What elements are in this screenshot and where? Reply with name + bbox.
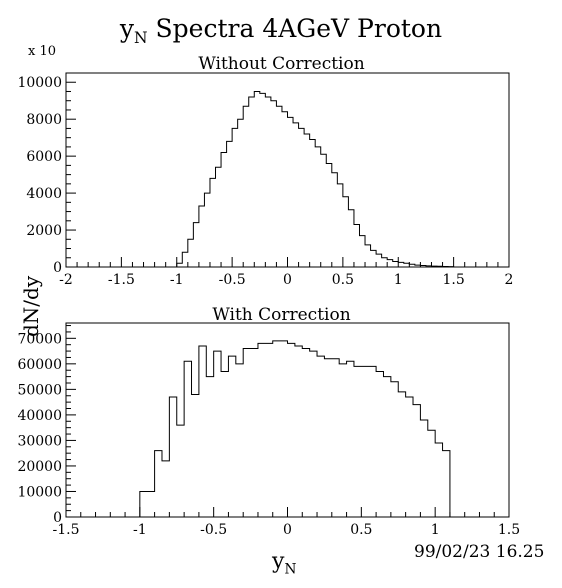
plot-frame xyxy=(65,322,510,518)
y-multiplier-label: x 10 xyxy=(28,44,56,59)
panel-title: Without Correction xyxy=(198,54,364,74)
y-tick-label: 8000 xyxy=(26,112,62,128)
panel-title: With Correction xyxy=(212,305,350,325)
x-tick-label: 0 xyxy=(283,272,292,288)
histogram-series xyxy=(139,340,451,517)
y-tick-label: 70000 xyxy=(17,331,62,347)
figure-title: yN Spectra 4AGeV Proton xyxy=(119,14,443,47)
y-tick-label: 40000 xyxy=(17,408,62,424)
y-tick-label: 0 xyxy=(53,260,62,276)
x-tick-label: 1.5 xyxy=(498,522,520,538)
y-tick-label: 50000 xyxy=(17,382,62,398)
x-tick-label: -2 xyxy=(59,272,73,288)
x-tick-label: -1.5 xyxy=(53,522,80,538)
x-tick-label: 1.5 xyxy=(442,272,464,288)
plot-frame xyxy=(65,72,510,268)
x-tick-label: -0.5 xyxy=(200,522,227,538)
x-tick-label: -0.5 xyxy=(219,272,246,288)
histogram-series xyxy=(176,90,455,268)
x-tick-label: -1 xyxy=(170,272,184,288)
x-axis-label: yN xyxy=(272,549,297,578)
x-tick-label: 0 xyxy=(283,522,292,538)
x-tick-label: 0.5 xyxy=(350,522,372,538)
x-tick-label: -1 xyxy=(133,522,147,538)
x-tick-label: 1 xyxy=(394,272,403,288)
y-tick-label: 0 xyxy=(53,510,62,526)
y-tick-label: 60000 xyxy=(17,357,62,373)
y-tick-label: 2000 xyxy=(26,223,62,239)
y-tick-label: 6000 xyxy=(26,149,62,165)
y-tick-label: 4000 xyxy=(26,186,62,202)
y-tick-label: 20000 xyxy=(17,459,62,475)
x-tick-label: 2 xyxy=(505,272,514,288)
date-time-stamp: 99/02/23 16.25 xyxy=(414,542,545,562)
x-tick-label: 0.5 xyxy=(332,272,354,288)
y-tick-label: 10000 xyxy=(17,484,62,500)
y-tick-label: 10000 xyxy=(17,75,62,91)
x-tick-label: 1 xyxy=(431,522,440,538)
x-tick-label: -1.5 xyxy=(108,272,135,288)
y-tick-label: 30000 xyxy=(17,433,62,449)
